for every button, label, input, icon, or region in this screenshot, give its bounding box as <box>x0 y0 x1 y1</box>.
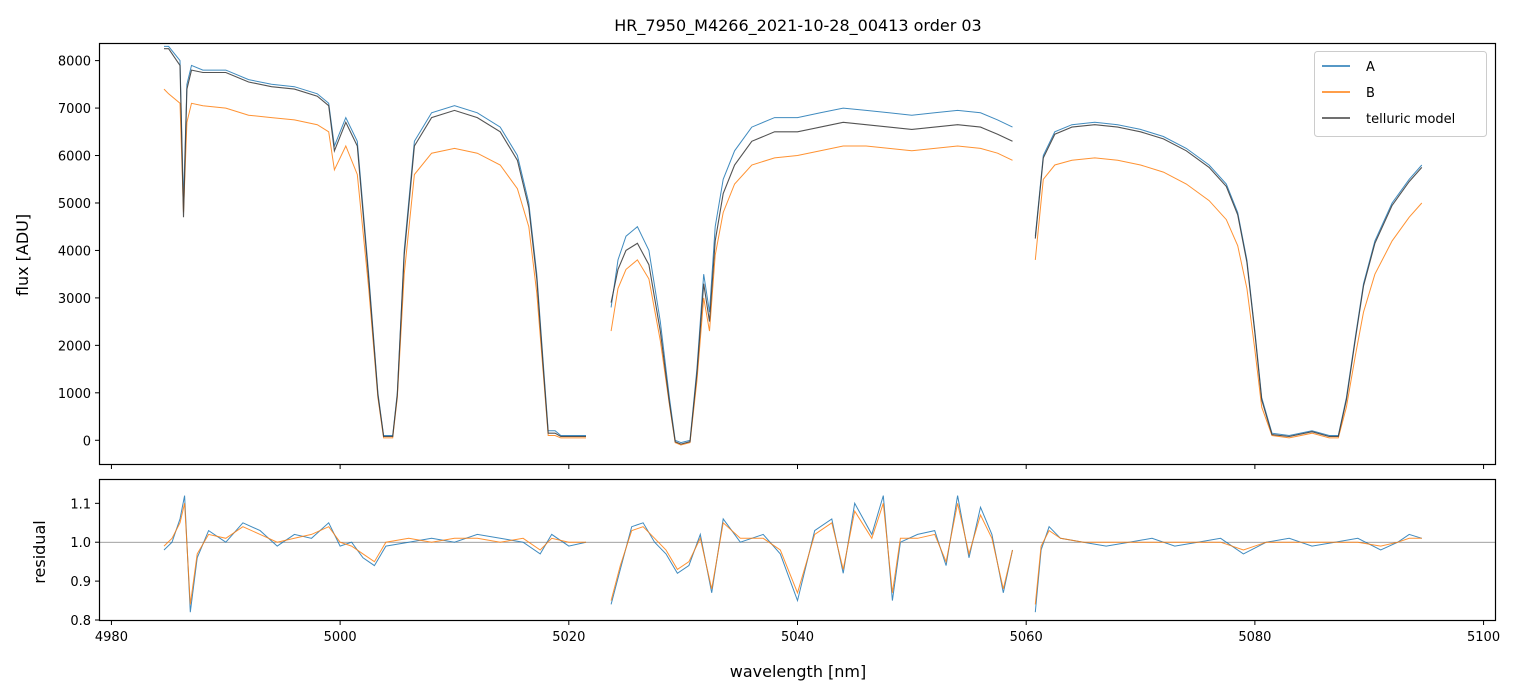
legend-label-model: telluric model <box>1366 112 1455 127</box>
residual-b-line <box>163 503 586 605</box>
telluric-model-line <box>1034 124 1423 438</box>
bottom-x-axis: 4980 5000 5020 5040 5060 5080 5100 <box>95 620 1500 645</box>
top-panel-frame <box>98 42 1497 466</box>
top-y-axis-label: flux [ADU] <box>13 214 32 296</box>
legend-label-b: B <box>1366 86 1375 101</box>
top-y-tick-label: 2000 <box>58 339 91 354</box>
x-tick-label: 4980 <box>95 630 128 645</box>
series-b-line <box>163 88 586 439</box>
bottom-y-tick-label: 0.9 <box>70 575 91 590</box>
bottom-series-group <box>100 495 1495 613</box>
series-a-line <box>164 45 586 436</box>
x-tick-label: 5060 <box>1010 630 1043 645</box>
top-y-tick-label: 1000 <box>58 387 91 402</box>
x-tick-label: 5000 <box>324 630 357 645</box>
bottom-y-tick-label: 0.8 <box>70 614 91 629</box>
top-y-tick-label: 4000 <box>58 244 91 259</box>
top-y-tick-label: 5000 <box>58 197 91 212</box>
residual-b-line <box>1034 529 1422 605</box>
top-series-group <box>163 45 1423 446</box>
x-tick-label: 5080 <box>1238 630 1271 645</box>
x-tick-label: 5100 <box>1467 630 1500 645</box>
residual-a-line <box>1034 525 1422 613</box>
top-x-axis <box>110 464 1485 469</box>
bottom-panel: 0.8 0.9 1.0 1.1 4980 5000 5020 5040 5060 5080 510… <box>30 478 1500 681</box>
series-a-line <box>1034 121 1423 437</box>
bottom-y-axis: 0.8 0.9 1.0 1.1 <box>70 497 100 629</box>
top-y-axis: 0 1000 2000 3000 4000 5000 6000 7000 8000 <box>58 55 100 449</box>
residual-b-line <box>610 503 1013 601</box>
x-tick-label: 5020 <box>552 630 585 645</box>
top-y-tick-label: 3000 <box>58 292 91 307</box>
bottom-y-tick-label: 1.1 <box>70 497 91 512</box>
top-y-tick-label: 7000 <box>58 102 91 117</box>
chart-title: HR_7950_M4266_2021-10-28_00413 order 03 <box>614 16 981 36</box>
top-y-tick-label: 0 <box>83 434 91 449</box>
series-b-line <box>610 145 1013 446</box>
legend-label-a: A <box>1366 60 1375 75</box>
top-y-tick-label: 8000 <box>58 55 91 70</box>
x-tick-label: 5040 <box>781 630 814 645</box>
series-a-line <box>610 107 1013 444</box>
residual-a-line <box>163 495 587 613</box>
top-panel: 0 1000 2000 3000 4000 5000 6000 7000 8000 flux [… <box>13 42 1497 469</box>
telluric-model-line <box>164 48 586 438</box>
x-axis-label: wavelength [nm] <box>730 662 867 681</box>
residual-a-line <box>610 495 1013 605</box>
top-y-tick-label: 6000 <box>58 150 91 165</box>
legend-frame <box>1314 51 1487 137</box>
bottom-y-axis-label: residual <box>30 520 49 583</box>
bottom-y-tick-label: 1.0 <box>70 536 91 551</box>
telluric-model-line <box>610 121 1013 445</box>
series-b-line <box>1034 157 1423 439</box>
legend: A B telluric model <box>1314 51 1487 137</box>
